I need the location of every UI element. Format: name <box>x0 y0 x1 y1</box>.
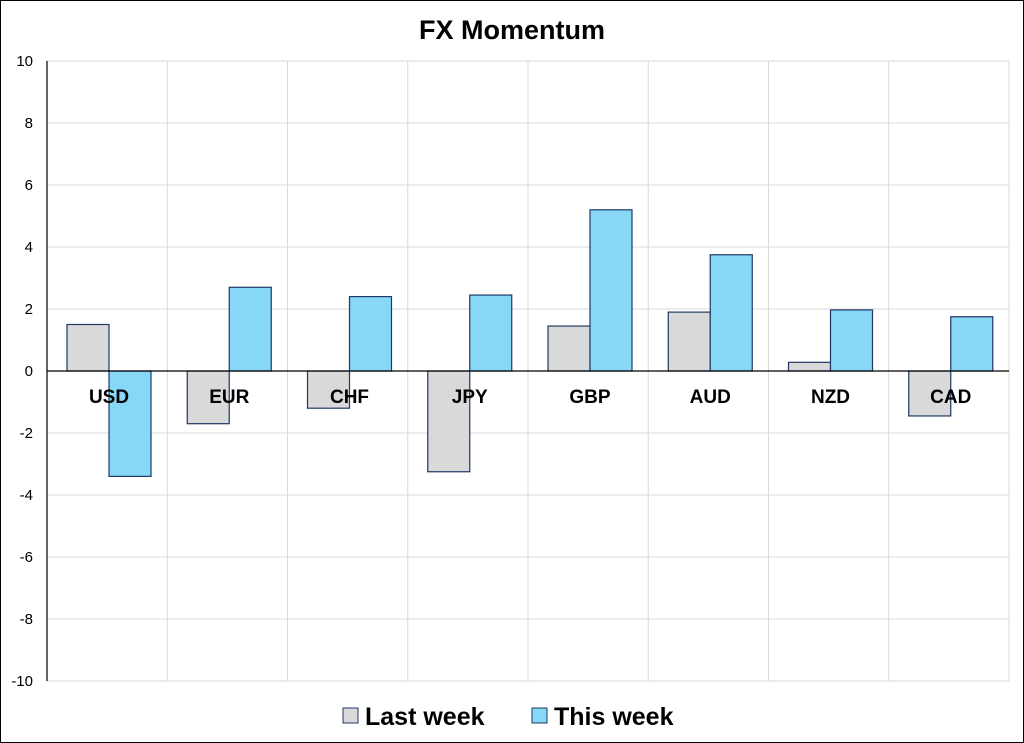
legend-label: This week <box>554 703 674 731</box>
axes <box>46 61 1009 681</box>
y-tick-label: -8 <box>20 611 33 628</box>
category-label: GBP <box>569 387 611 408</box>
category-label: CAD <box>930 387 971 408</box>
category-label: AUD <box>690 387 731 408</box>
bar-this-week-nzd <box>829 309 874 372</box>
y-tick-label: -6 <box>20 549 33 566</box>
y-tick-label: -2 <box>20 425 33 442</box>
bar-this-week-usd <box>108 370 152 478</box>
category-label: EUR <box>209 387 249 408</box>
category-labels: USD EUR CHF JPY GBP AUD NZD CAD <box>89 387 971 408</box>
bar-last-week-jpy <box>427 370 471 473</box>
bar-last-week-aud <box>667 311 711 372</box>
y-tick-label: 6 <box>25 177 33 194</box>
y-tick-label: -4 <box>20 487 33 504</box>
bar-last-week-chf <box>306 370 351 409</box>
chart-title: FX Momentum <box>419 15 605 45</box>
category-label: JPY <box>452 387 488 408</box>
bar-this-week-cad <box>950 316 994 372</box>
legend-swatch-this-week <box>531 707 548 724</box>
y-tick-label: 10 <box>16 53 33 70</box>
bar-last-week-nzd <box>787 361 832 372</box>
bar-this-week-aud <box>709 254 753 372</box>
y-axis-ticks: 10 8 6 4 2 0 -2 -4 -6 -8 -10 <box>11 53 33 690</box>
y-tick-label: 2 <box>25 301 33 318</box>
legend-swatch-last-week <box>342 707 359 724</box>
y-tick-label: 0 <box>25 363 33 380</box>
category-label: USD <box>89 387 129 408</box>
bar-last-week-usd <box>66 323 110 372</box>
bar-last-week-eur <box>186 370 230 425</box>
bar-this-week-gbp <box>589 209 633 372</box>
bar-this-week-chf <box>348 296 393 372</box>
category-label: NZD <box>811 387 850 408</box>
bar-this-week-jpy <box>469 294 513 372</box>
y-tick-label: -10 <box>11 673 33 690</box>
bars <box>66 209 994 478</box>
bar-last-week-cad <box>908 370 952 417</box>
bar-last-week-gbp <box>547 325 591 372</box>
category-label: CHF <box>330 387 369 408</box>
y-tick-label: 4 <box>25 239 33 256</box>
y-tick-label: 8 <box>25 115 33 132</box>
bar-this-week-eur <box>228 286 272 372</box>
legend: Last week This week <box>342 703 674 731</box>
legend-label: Last week <box>365 703 485 731</box>
